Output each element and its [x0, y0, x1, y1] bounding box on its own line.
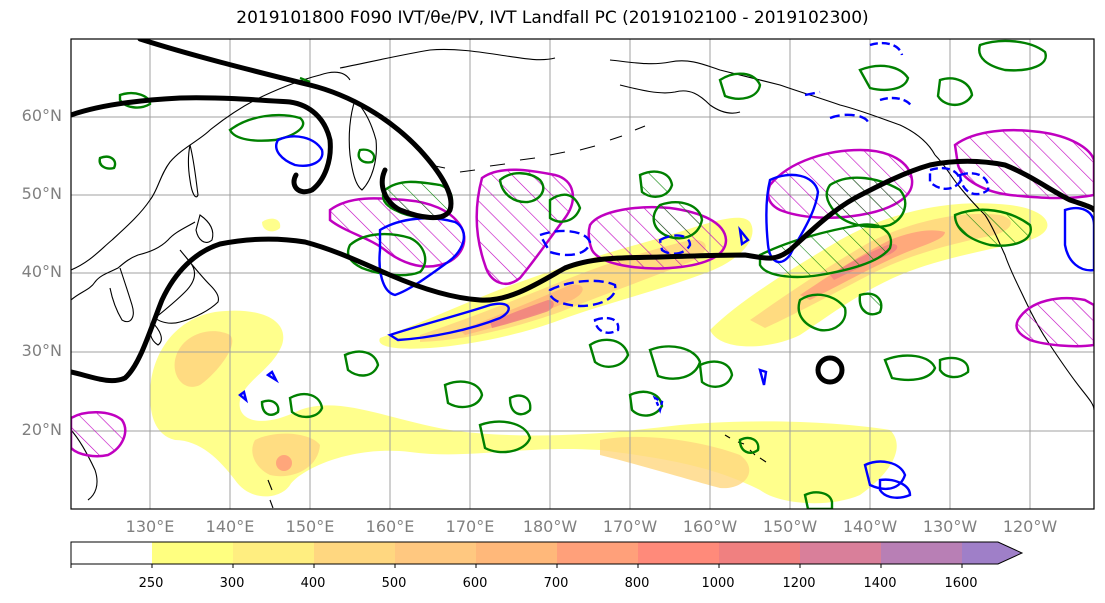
colorbar: [70, 541, 1024, 568]
lon-label-150w: 150°W: [762, 517, 818, 536]
lon-label-160w: 160°W: [682, 517, 738, 536]
lon-label-140w: 140°W: [842, 517, 898, 536]
pv-closed-contour: [815, 355, 845, 385]
lon-label-170w: 170°W: [602, 517, 658, 536]
colorbar-tick-1400: 1400: [863, 576, 897, 591]
colorbar-tick-250: 250: [138, 576, 164, 591]
figure-title: 2019101800 F090 IVT/θe/PV, IVT Landfall …: [236, 8, 869, 28]
ivt-plume-south-core: [600, 436, 750, 489]
pc-region-7: [71, 411, 127, 458]
colorbar-segment: [800, 542, 882, 564]
pv-contours: [71, 39, 1094, 385]
ivt-plume-mid-max: [276, 455, 292, 471]
lon-label-120w: 120°W: [1002, 517, 1058, 536]
colorbar-segment: [314, 542, 396, 564]
colorbar-segment: [638, 542, 720, 564]
pc-region-5: [953, 128, 1094, 200]
ivt-ar-east-3: [800, 230, 945, 300]
ivt-ar-east-2: [750, 213, 1011, 328]
colorbar-segment: [476, 542, 558, 564]
colorbar-tick-1200: 1200: [782, 576, 816, 591]
lat-label-40n: 40°N: [21, 262, 62, 281]
lon-label-160e: 160°E: [365, 517, 415, 536]
colorbar-segment: [71, 542, 153, 564]
pv-contour-north: [71, 95, 333, 195]
ivt-spot-japan: [262, 218, 281, 232]
lon-label-130e: 130°E: [125, 517, 175, 536]
colorbar-segment: [881, 542, 963, 564]
pc-region-2: [475, 168, 575, 285]
lat-label-30n: 30°N: [21, 341, 62, 360]
colorbar-segment: [152, 542, 234, 564]
colorbar-tick-400: 400: [300, 576, 326, 591]
lon-label-130w: 130°W: [922, 517, 978, 536]
colorbar-segment: [719, 542, 801, 564]
colorbar-segment: [233, 542, 315, 564]
lon-label-150e: 150°E: [285, 517, 335, 536]
pv-contour-loop: [137, 39, 454, 220]
colorbar-segment: [557, 542, 639, 564]
colorbar-tick-1600: 1600: [944, 576, 978, 591]
colorbar-outline: [70, 541, 1024, 565]
colorbar-tick-1000: 1000: [701, 576, 735, 591]
colorbar-tick-700: 700: [543, 576, 569, 591]
pc-region-6: [1015, 296, 1094, 348]
lon-label-140e: 140°E: [205, 517, 255, 536]
colorbar-tick-800: 800: [624, 576, 650, 591]
lon-label-170e: 170°E: [445, 517, 495, 536]
coastlines: [71, 48, 1094, 509]
colorbar-extend-arrow: [962, 542, 1022, 564]
colorbar-tick-500: 500: [381, 576, 407, 591]
lat-label-50n: 50°N: [21, 184, 62, 203]
ivt-plume-mid-core: [252, 433, 320, 477]
ivt-plume-west-core: [174, 331, 233, 387]
ivt-ar-main-4: [490, 300, 554, 328]
pv-contour-main: [71, 158, 1094, 384]
colorbar-segment: [395, 542, 477, 564]
map-frame: [70, 38, 1095, 510]
theta-e-green-contours: [98, 39, 1047, 509]
colorbar-tick-600: 600: [462, 576, 488, 591]
graticule: [71, 39, 1094, 509]
lon-label-180w: 180°W: [522, 517, 578, 536]
lat-label-60n: 60°N: [21, 106, 62, 125]
colorbar-tick-300: 300: [219, 576, 245, 591]
lat-label-20n: 20°N: [21, 420, 62, 439]
